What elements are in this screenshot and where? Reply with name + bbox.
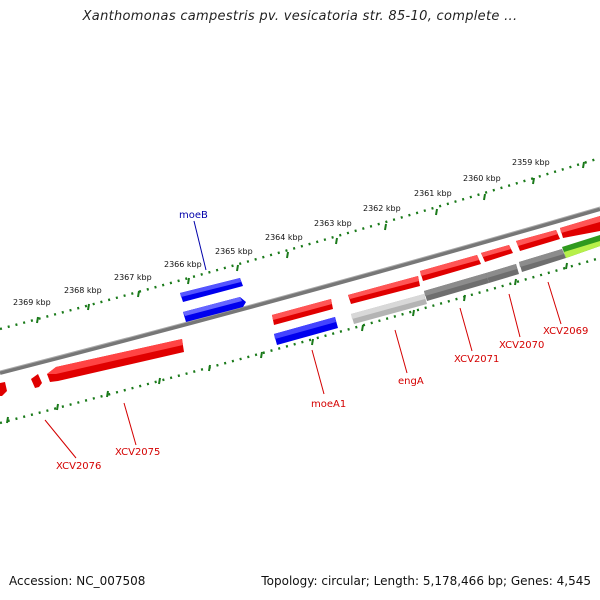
ruler-label-2366: 2366 kbp (164, 260, 202, 269)
ruler-label-2359: 2359 kbp (512, 158, 550, 167)
genome-backbone (0, 207, 600, 375)
ruler-label-2368: 2368 kbp (64, 286, 102, 295)
label-moeA1: moeA1 (311, 399, 346, 410)
ruler-label-2369: 2369 kbp (13, 298, 51, 307)
ruler-label-2363: 2363 kbp (314, 219, 352, 228)
topology-label: Topology: circular; Length: 5,178,466 bp… (261, 574, 591, 588)
outer-ruler-ticks (36, 161, 585, 324)
gene-XCV2076 (31, 374, 42, 388)
ruler-label-2360: 2360 kbp (463, 174, 501, 183)
ruler-labels: 2369 kbp 2368 kbp 2367 kbp 2366 kbp 2365… (13, 158, 550, 307)
ruler-label-2362: 2362 kbp (363, 204, 401, 213)
gene-labels: moeB moeA1 engA XCV2071 XCV2070 XCV2069 … (56, 210, 588, 472)
outer-ruler-dots (0, 156, 600, 331)
label-engA: engA (398, 376, 424, 387)
ruler-label-2364: 2364 kbp (265, 233, 303, 242)
ruler-label-2361: 2361 kbp (414, 189, 452, 198)
label-moeB: moeB (179, 210, 208, 221)
label-XCV2076: XCV2076 (56, 461, 101, 472)
reverse-strand-genes (0, 235, 600, 396)
ruler-label-2367: 2367 kbp (114, 273, 152, 282)
ruler-label-2365: 2365 kbp (215, 247, 253, 256)
accession-label: Accession: NC_007508 (9, 574, 146, 588)
gene-XCV2076-small (0, 382, 7, 396)
label-XCV2075: XCV2075 (115, 447, 160, 458)
forward-strand-genes (180, 216, 600, 325)
label-XCV2071: XCV2071 (454, 354, 499, 365)
label-XCV2069: XCV2069 (543, 326, 588, 337)
label-leaders (44, 220, 562, 459)
label-XCV2070: XCV2070 (499, 340, 544, 351)
map-title: Xanthomonas campestris pv. vesicatoria s… (82, 9, 518, 24)
inner-ruler-ticks (6, 262, 568, 424)
